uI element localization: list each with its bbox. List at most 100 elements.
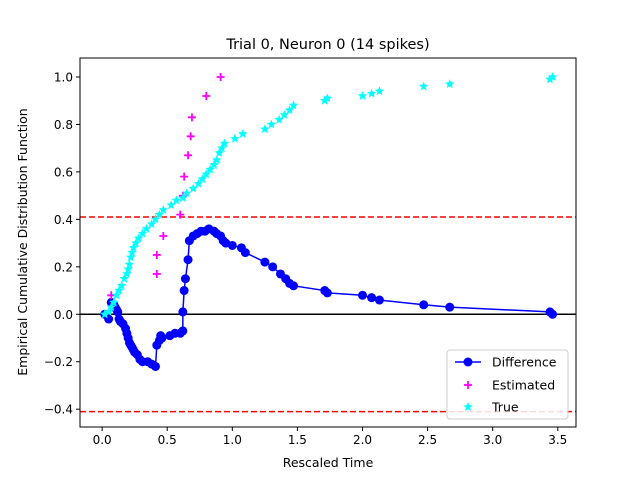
- difference-point-61: [419, 300, 429, 310]
- true-point-24: [178, 193, 188, 203]
- estimated-point-3: [159, 231, 168, 240]
- legend-difference-marker: [463, 357, 473, 367]
- x-tick-label-7: 3.5: [548, 433, 567, 447]
- true-point-26: [188, 183, 199, 193]
- legend-box: [446, 349, 569, 420]
- true-point-41: [279, 109, 290, 119]
- true-point-46: [357, 90, 368, 101]
- true-point-19: [150, 214, 161, 224]
- true-point-36: [230, 133, 240, 143]
- true-point-12: [127, 247, 137, 257]
- difference-point-35: [183, 255, 193, 265]
- true-point-51: [545, 74, 555, 84]
- estimated-point-1: [152, 269, 161, 278]
- true-point-2: [106, 302, 116, 312]
- estimated-point-9: [187, 113, 196, 122]
- true-point-48: [374, 86, 385, 96]
- x-axis-label: Rescaled Time: [283, 455, 374, 470]
- true-point-34: [217, 143, 227, 153]
- true-point-16: [137, 228, 148, 238]
- true-point-0: [99, 309, 110, 319]
- true-point-28: [197, 174, 208, 184]
- reference-lines: [80, 216, 576, 413]
- estimated-point-8: [186, 132, 195, 141]
- true-point-47: [366, 88, 377, 98]
- true-point-6: [116, 280, 127, 290]
- legend: Difference Estimated True: [446, 349, 569, 420]
- series-estimated: [107, 72, 225, 300]
- true-point-5: [114, 285, 124, 295]
- x-tick-label-1: 0.5: [158, 433, 177, 447]
- true-point-10: [124, 259, 135, 269]
- true-point-20: [154, 209, 165, 219]
- true-point-37: [237, 128, 248, 138]
- difference-point-55: [289, 281, 299, 291]
- difference-point-34: [180, 274, 190, 284]
- estimated-point-2: [152, 250, 161, 259]
- true-point-38: [260, 124, 270, 134]
- estimated-point-11: [216, 72, 225, 81]
- difference-point-6: [113, 307, 123, 317]
- true-point-27: [193, 178, 204, 188]
- legend-true-marker: [463, 402, 473, 412]
- true-point-8: [122, 268, 132, 278]
- difference-point-33: [179, 286, 189, 296]
- x-tick-label-2: 1.0: [223, 433, 242, 447]
- true-point-32: [211, 155, 222, 165]
- difference-point-27: [157, 333, 167, 343]
- x-tick-label-4: 2.0: [353, 433, 372, 447]
- y-axis-label: Empirical Cumulative Distribution Functi…: [15, 108, 30, 375]
- chart-title: Trial 0, Neuron 0 (14 spikes): [225, 37, 429, 53]
- legend-estimated-label: Estimated: [492, 378, 555, 393]
- estimated-point-10: [202, 91, 211, 100]
- true-point-29: [201, 169, 212, 179]
- x-tick-label-6: 3.0: [483, 433, 502, 447]
- y-tick-label-0: −0.4: [44, 403, 73, 417]
- difference-point-62: [445, 302, 455, 312]
- difference-point-32: [178, 307, 188, 317]
- y-tick-label-4: 0.4: [54, 213, 73, 227]
- true-point-44: [319, 95, 330, 105]
- true-point-22: [166, 200, 176, 210]
- true-point-4: [111, 290, 122, 300]
- true-point-31: [209, 159, 219, 169]
- difference-point-50: [260, 257, 270, 267]
- difference-point-57: [322, 288, 332, 298]
- series-true: [99, 71, 558, 319]
- true-point-43: [288, 100, 299, 110]
- true-point-30: [205, 164, 215, 174]
- difference-point-47: [227, 240, 237, 250]
- difference-point-60: [374, 295, 384, 305]
- axes-frame: [79, 57, 577, 428]
- legend-estimated-marker: [464, 381, 472, 389]
- legend-difference-label: Difference: [492, 355, 557, 370]
- true-point-14: [131, 238, 141, 248]
- y-axis-ticks: −0.4 −0.2 0.0 0.2 0.4 0.6 0.8 1.0: [44, 70, 80, 417]
- y-tick-label-6: 0.8: [54, 118, 73, 132]
- true-point-25: [182, 188, 192, 198]
- true-point-7: [119, 273, 130, 283]
- true-point-3: [109, 297, 119, 307]
- x-tick-label-3: 1.5: [288, 433, 307, 447]
- difference-point-59: [367, 293, 377, 303]
- true-point-33: [214, 147, 225, 157]
- y-tick-label-7: 1.0: [54, 70, 73, 84]
- legend-true-label: True: [491, 400, 519, 415]
- estimated-point-6: [180, 172, 189, 181]
- true-point-45: [322, 93, 333, 103]
- true-point-18: [146, 219, 157, 229]
- true-point-39: [266, 119, 277, 129]
- difference-point-58: [357, 290, 367, 300]
- y-tick-label-1: −0.2: [44, 355, 73, 369]
- true-point-17: [141, 223, 152, 233]
- difference-point-64: [548, 309, 558, 319]
- true-point-15: [133, 233, 144, 243]
- true-point-13: [128, 242, 139, 252]
- true-point-49: [418, 81, 429, 91]
- true-point-9: [123, 264, 133, 274]
- true-point-23: [171, 195, 182, 205]
- true-point-40: [274, 114, 284, 124]
- difference-point-31: [178, 326, 188, 336]
- difference-point-23: [151, 361, 161, 371]
